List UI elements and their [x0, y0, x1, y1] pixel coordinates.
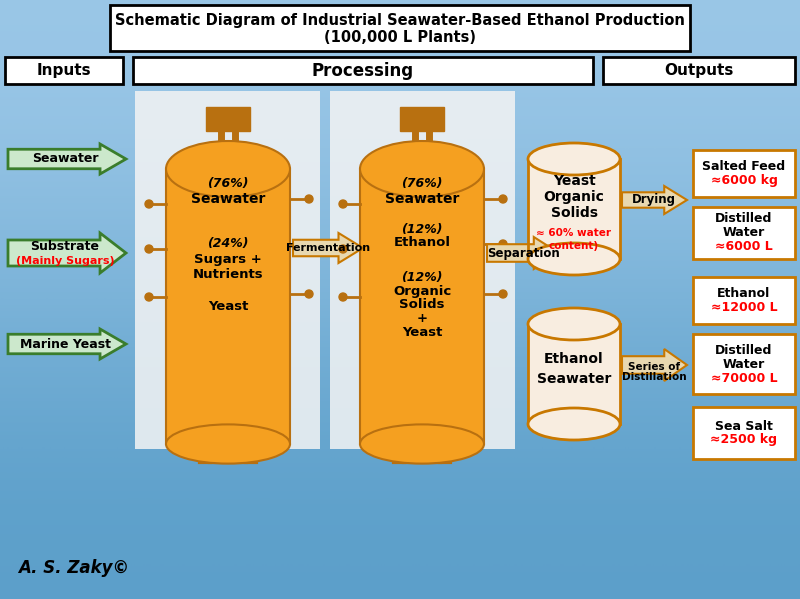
Circle shape — [499, 195, 507, 203]
Bar — [166, 169, 290, 444]
Text: Ethanol: Ethanol — [394, 237, 450, 250]
Bar — [693, 150, 795, 197]
Text: Drying: Drying — [632, 193, 676, 207]
Text: Solids: Solids — [399, 298, 445, 311]
Text: Seawater: Seawater — [32, 153, 98, 165]
Text: Seawater: Seawater — [191, 192, 265, 206]
Text: Water: Water — [723, 226, 765, 240]
Text: Yeast: Yeast — [208, 300, 248, 313]
Polygon shape — [8, 144, 126, 174]
Ellipse shape — [166, 141, 290, 197]
Ellipse shape — [528, 143, 620, 175]
Text: Processing: Processing — [312, 62, 414, 80]
Polygon shape — [622, 186, 687, 214]
Ellipse shape — [528, 308, 620, 340]
Ellipse shape — [528, 243, 620, 275]
Bar — [693, 207, 795, 259]
Text: Inputs: Inputs — [37, 63, 91, 78]
Text: Seawater: Seawater — [385, 192, 459, 206]
Text: ≈70000 L: ≈70000 L — [710, 371, 778, 385]
Bar — [603, 57, 795, 84]
Bar — [693, 334, 795, 394]
Bar — [693, 277, 795, 324]
Circle shape — [145, 293, 153, 301]
Polygon shape — [8, 329, 126, 359]
Text: Yeast: Yeast — [553, 174, 595, 188]
Circle shape — [145, 200, 153, 208]
Polygon shape — [487, 237, 559, 269]
Bar — [206, 107, 250, 131]
Text: (12%): (12%) — [402, 271, 442, 283]
Circle shape — [305, 240, 313, 248]
Bar — [400, 107, 444, 131]
Bar — [133, 57, 593, 84]
Text: Water: Water — [723, 358, 765, 371]
Text: Marine Yeast: Marine Yeast — [19, 337, 110, 350]
Text: Nutrients: Nutrients — [193, 268, 263, 280]
Text: Outputs: Outputs — [664, 63, 734, 78]
Ellipse shape — [528, 408, 620, 440]
Text: (76%): (76%) — [402, 177, 442, 190]
Text: ≈ 60% water: ≈ 60% water — [537, 228, 611, 238]
Text: Schematic Diagram of Industrial Seawater-Based Ethanol Production: Schematic Diagram of Industrial Seawater… — [115, 14, 685, 29]
Polygon shape — [293, 233, 363, 263]
Text: Distilled: Distilled — [715, 213, 773, 225]
Bar — [528, 159, 620, 259]
Polygon shape — [8, 233, 126, 273]
Circle shape — [305, 290, 313, 298]
Bar — [5, 57, 123, 84]
Text: Seawater: Seawater — [537, 372, 611, 386]
Text: ≈2500 kg: ≈2500 kg — [710, 434, 778, 446]
Bar — [330, 91, 515, 449]
Polygon shape — [622, 349, 687, 381]
Text: +: + — [417, 313, 427, 325]
Text: (100,000 L Plants): (100,000 L Plants) — [324, 29, 476, 44]
Bar — [528, 324, 620, 424]
Text: content): content) — [549, 241, 599, 251]
Bar — [110, 5, 690, 51]
Circle shape — [339, 293, 347, 301]
Circle shape — [499, 240, 507, 248]
Text: Solids: Solids — [550, 206, 598, 220]
Text: (12%): (12%) — [402, 222, 442, 235]
Text: Sea Salt: Sea Salt — [715, 419, 773, 432]
Text: Organic: Organic — [393, 285, 451, 298]
Text: (76%): (76%) — [207, 177, 249, 190]
Ellipse shape — [360, 141, 484, 197]
Text: Ethanol: Ethanol — [544, 352, 604, 366]
Bar — [360, 169, 484, 444]
Bar — [135, 91, 320, 449]
Text: Salted Feed: Salted Feed — [702, 160, 786, 173]
Text: Sugars +: Sugars + — [194, 253, 262, 265]
Ellipse shape — [166, 425, 290, 464]
Text: A. S. Zaky©: A. S. Zaky© — [18, 559, 129, 577]
Text: Distillation: Distillation — [622, 372, 686, 382]
Circle shape — [145, 245, 153, 253]
Text: (Mainly Sugars): (Mainly Sugars) — [16, 256, 114, 266]
Text: Ethanol: Ethanol — [718, 287, 770, 300]
Text: (24%): (24%) — [207, 237, 249, 250]
Text: Fermentation: Fermentation — [286, 243, 370, 253]
Circle shape — [339, 200, 347, 208]
Circle shape — [305, 195, 313, 203]
Text: ≈12000 L: ≈12000 L — [710, 301, 778, 314]
Text: ≈6000 kg: ≈6000 kg — [710, 174, 778, 187]
Text: Substrate: Substrate — [30, 241, 99, 253]
Text: ≈6000 L: ≈6000 L — [715, 241, 773, 253]
Text: Distilled: Distilled — [715, 343, 773, 356]
Text: Yeast: Yeast — [402, 326, 442, 340]
Circle shape — [339, 245, 347, 253]
Text: Series of: Series of — [628, 362, 680, 372]
Text: Separation: Separation — [486, 247, 559, 259]
Ellipse shape — [360, 425, 484, 464]
Circle shape — [499, 290, 507, 298]
Text: Organic: Organic — [543, 190, 605, 204]
Bar — [693, 407, 795, 459]
